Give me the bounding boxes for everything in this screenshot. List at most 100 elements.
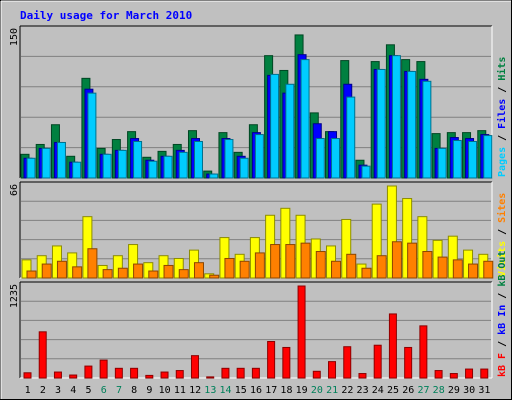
- x-tick-label: 13: [204, 385, 216, 396]
- x-tick-label: 19: [296, 385, 308, 396]
- bar-sites-day-20: [315, 251, 326, 279]
- legend-entry: kB In: [497, 305, 508, 335]
- bar-kb-f-day-1: [23, 372, 32, 379]
- x-tick-label: 23: [357, 385, 369, 396]
- bar-pages-day-16: [254, 134, 264, 179]
- x-tick-label: 16: [250, 385, 262, 396]
- bar-sites-day-8: [133, 263, 144, 279]
- bar-pages-day-29: [452, 140, 462, 179]
- bar-kb-f-day-31: [480, 368, 489, 379]
- bar-kb-f-day-26: [404, 346, 413, 379]
- bar-sites-day-28: [437, 256, 448, 279]
- x-tick-label: 25: [387, 385, 399, 396]
- bar-sites-day-7: [117, 267, 128, 279]
- x-tick-label: 20: [311, 385, 323, 396]
- bar-pages-day-14: [224, 139, 234, 179]
- bar-sites-day-26: [407, 242, 418, 279]
- bar-sites-day-16: [254, 252, 265, 279]
- bar-kb-f-day-29: [449, 373, 458, 379]
- bar-sites-day-14: [224, 257, 235, 279]
- bar-sites-day-6: [102, 269, 113, 279]
- bar-pages-day-17: [270, 73, 280, 179]
- legend-entry: Sites: [496, 193, 508, 223]
- panel-kbf-kbin-kbout: [20, 282, 492, 378]
- x-tick-label: 22: [341, 385, 353, 396]
- legend-entry: /: [497, 223, 508, 241]
- bar-pages-day-30: [468, 140, 478, 179]
- bar-kb-f-day-30: [465, 368, 474, 379]
- bar-pages-day-2: [41, 147, 51, 179]
- bar-pages-day-11: [178, 151, 188, 179]
- x-tick-label: 8: [131, 385, 137, 396]
- legend-entry: Hits: [496, 57, 508, 81]
- bar-kb-f-day-7: [114, 367, 123, 379]
- bar-pages-day-12: [193, 140, 203, 179]
- bar-kb-f-day-6: [99, 359, 108, 379]
- bar-sites-day-25: [391, 241, 402, 279]
- bar-kb-f-day-17: [267, 340, 276, 379]
- bar-kb-f-day-27: [419, 325, 428, 379]
- bar-kb-f-day-2: [38, 331, 47, 379]
- bar-pages-day-13: [209, 173, 219, 179]
- legend-entry: kB Out: [497, 251, 508, 287]
- x-tick-label: 1: [25, 385, 31, 396]
- bar-kb-f-day-23: [358, 373, 367, 379]
- bar-kb-f-day-20: [312, 370, 321, 379]
- x-tick-label: 28: [433, 385, 445, 396]
- x-tick-label: 17: [265, 385, 277, 396]
- bar-pages-day-26: [407, 70, 417, 179]
- bar-pages-day-7: [117, 149, 127, 179]
- x-tick-label: 26: [402, 385, 414, 396]
- x-tick-label: 6: [101, 385, 107, 396]
- legend-entry: /: [497, 81, 508, 99]
- bar-kb-f-day-8: [130, 367, 139, 379]
- bar-kb-f-day-18: [282, 346, 291, 379]
- bar-pages-day-24: [376, 68, 386, 179]
- x-tick-label: 24: [372, 385, 384, 396]
- x-tick-label: 14: [220, 385, 232, 396]
- bar-pages-day-15: [239, 157, 249, 179]
- bar-kb-f-day-13: [206, 376, 215, 379]
- bar-pages-day-23: [361, 165, 371, 179]
- bar-kb-f-day-16: [251, 367, 260, 379]
- bar-sites-day-10: [163, 264, 174, 279]
- x-tick-label: 9: [146, 385, 152, 396]
- x-tick-label: 30: [463, 385, 475, 396]
- bar-sites-day-9: [148, 270, 159, 279]
- legend-entry: Pages: [497, 147, 508, 177]
- bar-sites-day-11: [178, 269, 189, 279]
- x-tick-label: 3: [55, 385, 61, 396]
- legend-entry: /: [497, 129, 508, 147]
- legend-pages-files-hits: Pages / Files / Hits: [496, 57, 508, 177]
- bar-kb-f-day-24: [373, 344, 382, 379]
- ymax-label-visits-sites: 66: [9, 184, 20, 196]
- bar-sites-day-24: [376, 255, 387, 279]
- bar-kb-f-day-4: [69, 374, 78, 379]
- x-tick-label: 2: [40, 385, 46, 396]
- bar-sites-day-22: [346, 253, 357, 279]
- bar-kb-f-day-21: [328, 361, 337, 379]
- bar-sites-day-17: [270, 244, 281, 279]
- chart-title: Daily usage for March 2010: [20, 9, 192, 22]
- bar-pages-day-9: [148, 160, 158, 179]
- bar-pages-day-22: [346, 96, 356, 179]
- bar-sites-day-31: [483, 260, 494, 279]
- bar-kb-f-day-19: [297, 285, 306, 379]
- bar-sites-day-21: [331, 260, 342, 279]
- bar-kb-f-day-14: [221, 367, 230, 379]
- bar-kb-f-day-3: [53, 371, 62, 379]
- legend-entry: /: [497, 287, 508, 305]
- bar-kb-f-day-11: [175, 370, 184, 379]
- bar-pages-day-18: [285, 83, 295, 179]
- bar-pages-day-31: [483, 135, 493, 179]
- legend-entry: kB F: [497, 353, 508, 377]
- bar-sites-day-15: [239, 260, 250, 279]
- bar-pages-day-3: [56, 141, 66, 179]
- x-tick-label: 10: [159, 385, 171, 396]
- bar-pages-day-21: [331, 138, 341, 179]
- bar-sites-day-27: [422, 251, 433, 279]
- legend-entry: Visits: [496, 241, 508, 277]
- bar-pages-day-4: [72, 161, 82, 179]
